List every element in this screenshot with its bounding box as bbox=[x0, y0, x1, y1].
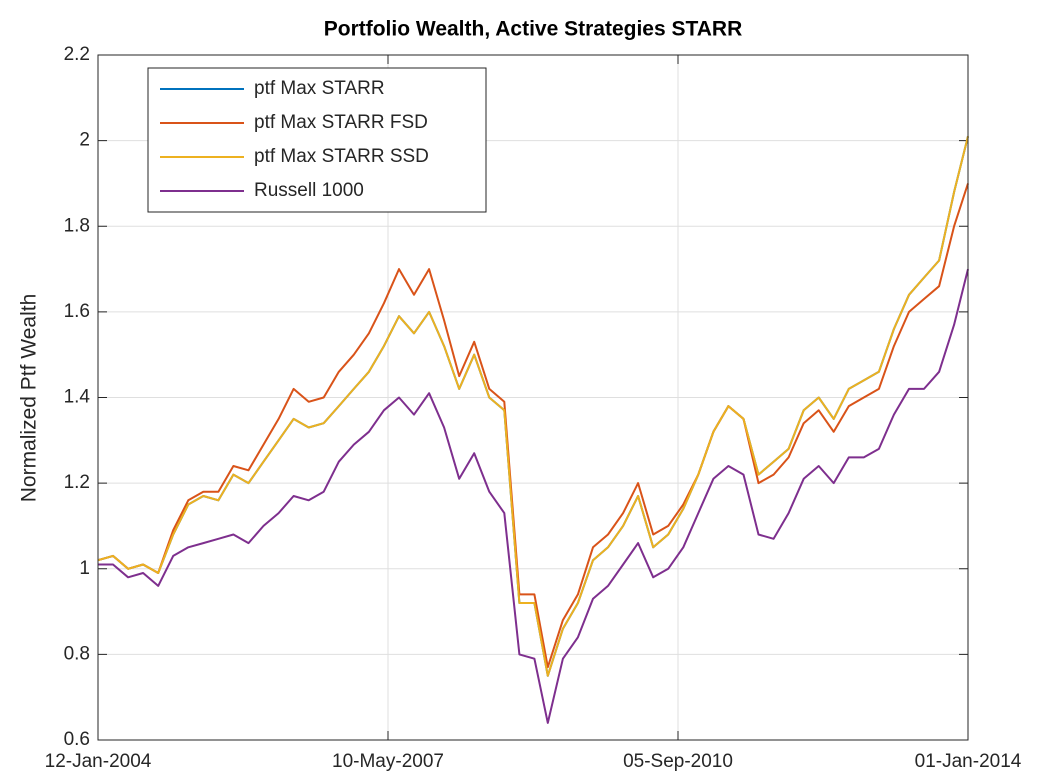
y-axis-label: Normalized Ptf Wealth bbox=[18, 294, 41, 503]
y-tick-label: 1 bbox=[79, 558, 90, 579]
x-tick-label: 12-Jan-2004 bbox=[45, 751, 152, 772]
series-line bbox=[97, 183, 969, 669]
x-tick-label: 10-May-2007 bbox=[332, 751, 444, 772]
axes-box bbox=[97, 54, 969, 741]
legend-label: ptf Max STARR bbox=[254, 78, 385, 99]
y-tick-label: 0.6 bbox=[64, 729, 90, 750]
y-tick-label: 2.2 bbox=[64, 44, 90, 65]
y-tick-label: 1.6 bbox=[64, 301, 90, 322]
series-line bbox=[98, 268, 969, 724]
chart-title: Portfolio Wealth, Active Strategies STAR… bbox=[324, 18, 743, 41]
series-line bbox=[97, 136, 969, 677]
x-tick-label: 01-Jan-2014 bbox=[915, 751, 1022, 772]
legend-label: ptf Max STARR FSD bbox=[254, 112, 428, 133]
y-tick-label: 1.4 bbox=[64, 387, 91, 408]
legend-label: ptf Max STARR SSD bbox=[254, 146, 429, 167]
x-tick-label: 05-Sep-2010 bbox=[623, 751, 733, 772]
y-tick-label: 0.8 bbox=[64, 643, 90, 664]
y-tick-label: 1.2 bbox=[64, 472, 90, 493]
legend: ptf Max STARR ptf Max STARR FSD ptf Max ST… bbox=[147, 67, 487, 213]
y-tick-label: 2 bbox=[79, 130, 90, 151]
legend-label: Russell 1000 bbox=[254, 180, 364, 201]
y-tick-label: 1.8 bbox=[64, 215, 90, 236]
legend-box bbox=[147, 67, 487, 213]
